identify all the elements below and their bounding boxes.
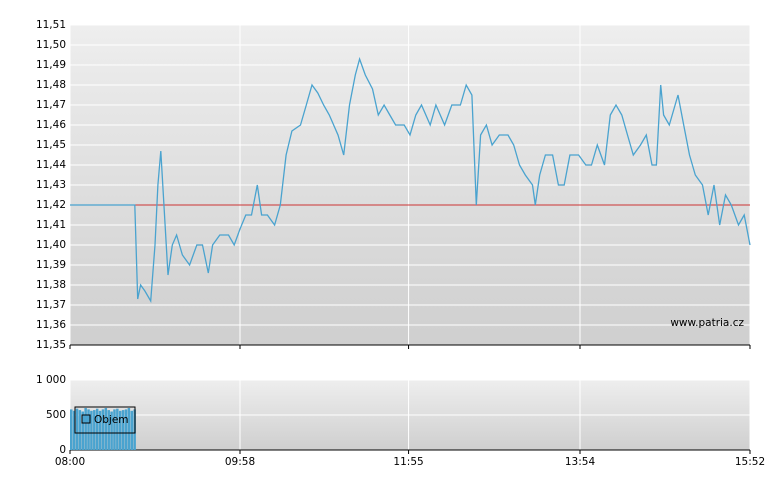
y-tick-label: 1 000: [36, 374, 66, 386]
volume-bar: [116, 408, 119, 450]
volume-bar: [75, 408, 79, 450]
y-tick-label: 11,45: [36, 139, 66, 151]
y-tick-label: 0: [59, 444, 66, 456]
watermark: www.patria.cz: [670, 317, 744, 329]
y-tick-label: 11,50: [36, 39, 66, 51]
volume-bar: [72, 410, 76, 450]
volume-bar: [121, 410, 125, 450]
volume-bar: [84, 408, 87, 450]
volume-bar: [127, 408, 131, 450]
y-tick-label: 11,49: [36, 59, 66, 71]
volume-bar: [95, 408, 99, 450]
x-tick-label: 11:55: [393, 456, 423, 468]
x-tick-label: 09:58: [225, 456, 255, 468]
volume-bar: [104, 408, 108, 450]
volume-bar: [70, 409, 73, 450]
y-tick-label: 11,51: [36, 19, 66, 31]
y-tick-label: 11,48: [36, 79, 66, 91]
x-tick-label: 13:54: [565, 456, 596, 468]
y-tick-label: 11,37: [36, 299, 66, 311]
y-tick-label: 11,35: [36, 339, 66, 351]
volume-bar: [113, 409, 116, 450]
y-tick-label: 11,47: [36, 99, 66, 111]
volume-bar: [93, 410, 96, 450]
volume-bar: [78, 410, 82, 450]
volume-bar: [107, 410, 110, 450]
y-tick-label: 11,40: [36, 239, 66, 251]
volume-bar: [101, 409, 105, 450]
legend-swatch: [81, 414, 91, 424]
volume-bar: [98, 410, 102, 450]
y-tick-label: 11,39: [36, 259, 66, 271]
volume-bar: [81, 411, 85, 450]
volume-bar: [90, 410, 93, 450]
legend-label: Objem: [94, 414, 129, 426]
y-tick-label: 11,38: [36, 279, 66, 291]
volume-bar: [118, 410, 122, 450]
y-tick-label: 500: [46, 409, 66, 421]
y-tick-label: 11,36: [36, 319, 66, 331]
price-line: [70, 56, 751, 304]
y-tick-label: 11,44: [36, 159, 66, 171]
volume-bar: [110, 411, 113, 450]
x-tick-label: 15:52: [735, 456, 765, 468]
volume-bar: [87, 409, 90, 450]
volume-bar: [130, 410, 134, 450]
y-tick-label: 11,43: [36, 179, 66, 191]
legend-box: [74, 406, 136, 434]
y-tick-label: 11,46: [36, 119, 66, 131]
y-tick-label: 11,41: [36, 219, 66, 231]
volume-bar: [124, 409, 128, 450]
x-tick-label: 08:00: [55, 456, 85, 468]
y-tick-label: 11,42: [36, 199, 66, 211]
